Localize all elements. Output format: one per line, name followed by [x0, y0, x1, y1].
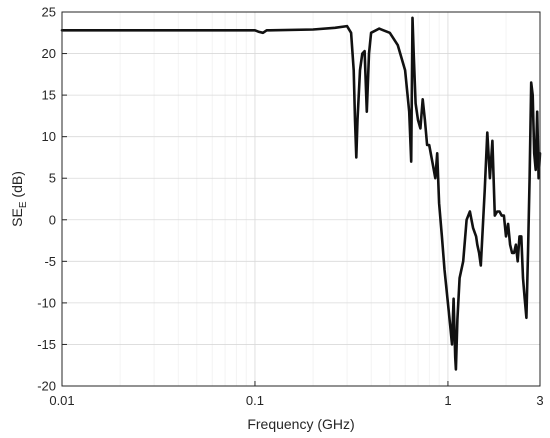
x-tick-label: 1: [444, 393, 451, 408]
y-axis-label-subscript: E: [18, 201, 29, 208]
y-tick-label: 10: [42, 129, 56, 144]
x-tick-label: 0.1: [246, 393, 264, 408]
y-axis-label-unit: (dB): [9, 171, 25, 201]
y-tick-label: 25: [42, 5, 56, 20]
y-axis-ticks: -20 -15 -10 -5 0 5 10 15 20 25: [37, 5, 67, 394]
y-tick-label: -10: [37, 295, 56, 310]
y-tick-label: 5: [49, 171, 56, 186]
y-tick-label: -20: [37, 379, 56, 394]
y-axis-label: SEE (dB): [9, 171, 29, 227]
x-tick-label: 3: [536, 393, 543, 408]
series-layer: [60, 16, 542, 371]
grid-lines: [61, 11, 541, 387]
x-axis-label: Frequency (GHz): [247, 416, 354, 432]
y-tick-label: 15: [42, 88, 56, 103]
y-axis-label-main: SE: [9, 208, 25, 227]
x-axis-ticks: 0.01 0.1 1 3: [49, 381, 544, 408]
y-tick-label: -5: [44, 254, 56, 269]
x-tick-label: 0.01: [49, 393, 74, 408]
series-line-0: [60, 16, 542, 371]
y-tick-label: -15: [37, 337, 56, 352]
y-tick-label: 20: [42, 46, 56, 61]
plot-frame: [61, 11, 541, 387]
y-tick-label: 0: [49, 212, 56, 227]
